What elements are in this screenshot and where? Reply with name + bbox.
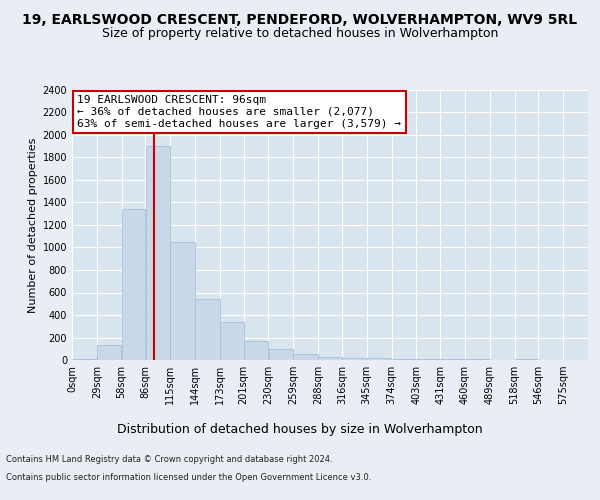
- Bar: [170, 242, 195, 360]
- Bar: [293, 354, 318, 360]
- Bar: [342, 358, 367, 360]
- Text: 19, EARLSWOOD CRESCENT, PENDEFORD, WOLVERHAMPTON, WV9 5RL: 19, EARLSWOOD CRESCENT, PENDEFORD, WOLVE…: [22, 12, 578, 26]
- Text: Contains HM Land Registry data © Crown copyright and database right 2024.: Contains HM Land Registry data © Crown c…: [6, 455, 332, 464]
- Text: Size of property relative to detached houses in Wolverhampton: Size of property relative to detached ho…: [102, 28, 498, 40]
- Bar: [269, 349, 293, 360]
- Bar: [367, 358, 391, 360]
- Text: Contains public sector information licensed under the Open Government Licence v3: Contains public sector information licen…: [6, 472, 371, 482]
- Bar: [416, 359, 440, 360]
- Bar: [244, 342, 268, 360]
- Bar: [146, 146, 170, 360]
- Bar: [318, 356, 342, 360]
- Y-axis label: Number of detached properties: Number of detached properties: [28, 138, 38, 312]
- Bar: [122, 209, 145, 360]
- Bar: [195, 299, 220, 360]
- Bar: [392, 359, 416, 360]
- Text: 19 EARLSWOOD CRESCENT: 96sqm
← 36% of detached houses are smaller (2,077)
63% of: 19 EARLSWOOD CRESCENT: 96sqm ← 36% of de…: [77, 96, 401, 128]
- Bar: [97, 346, 121, 360]
- Bar: [220, 322, 244, 360]
- Text: Distribution of detached houses by size in Wolverhampton: Distribution of detached houses by size …: [117, 422, 483, 436]
